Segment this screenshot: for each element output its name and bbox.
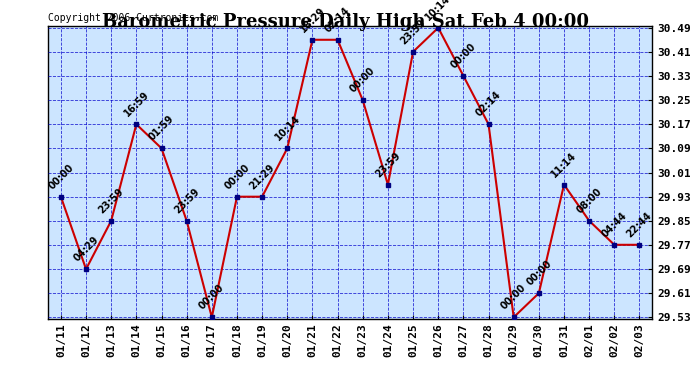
Text: 10:14: 10:14	[273, 114, 302, 143]
Text: 00:00: 00:00	[222, 162, 251, 191]
Text: 16:59: 16:59	[122, 90, 151, 119]
Text: 23:59: 23:59	[399, 17, 428, 46]
Text: 04:44: 04:44	[600, 210, 629, 239]
Text: 00:00: 00:00	[524, 259, 553, 288]
Text: 23:59: 23:59	[373, 150, 402, 179]
Text: Barometric Pressure Daily High Sat Feb 4 00:00: Barometric Pressure Daily High Sat Feb 4…	[101, 13, 589, 31]
Text: 23:59: 23:59	[172, 186, 201, 215]
Text: Copyright 2006 Curtronics.com: Copyright 2006 Curtronics.com	[48, 13, 219, 23]
Text: 08:00: 08:00	[575, 186, 604, 215]
Text: 22:44: 22:44	[625, 210, 654, 239]
Text: 00:00: 00:00	[449, 41, 478, 70]
Text: 10:14: 10:14	[424, 0, 453, 22]
Text: 11:14: 11:14	[549, 150, 578, 179]
Text: 04:29: 04:29	[72, 235, 101, 264]
Text: 00:00: 00:00	[348, 66, 377, 94]
Text: 00:00: 00:00	[197, 283, 226, 312]
Text: 01:59: 01:59	[147, 114, 176, 143]
Text: 23:59: 23:59	[97, 186, 126, 215]
Text: 21:29: 21:29	[248, 162, 277, 191]
Text: 02:14: 02:14	[323, 5, 352, 34]
Text: 00:00: 00:00	[499, 283, 528, 312]
Text: 18:29: 18:29	[298, 5, 327, 34]
Text: 00:00: 00:00	[46, 162, 75, 191]
Text: 02:14: 02:14	[474, 90, 503, 119]
